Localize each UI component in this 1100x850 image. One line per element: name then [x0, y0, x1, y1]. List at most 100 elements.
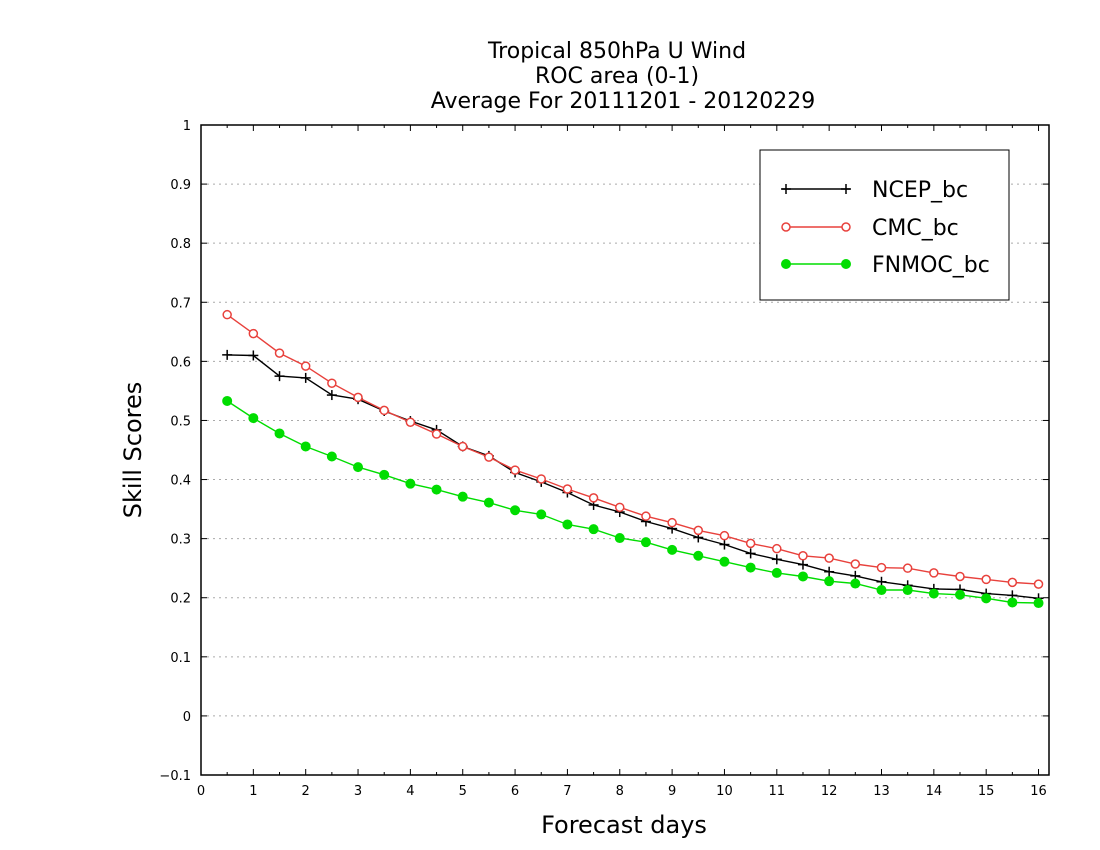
data-point-FNMOC_bc: [326, 451, 337, 462]
x-tick-label: 14: [926, 784, 943, 799]
data-point-FNMOC_bc: [955, 589, 966, 600]
data-point-FNMOC_bc: [1033, 598, 1044, 609]
x-tick-label: 10: [716, 784, 733, 799]
series-FNMOC_bc: [222, 395, 1044, 609]
series-layer: [222, 309, 1044, 609]
data-point-FNMOC_bc: [614, 533, 625, 544]
data-point-CMC_bc: [641, 511, 651, 521]
data-point-FNMOC_bc: [379, 469, 390, 480]
series-line-FNMOC_bc: [226, 400, 1039, 604]
data-point-FNMOC_bc: [536, 509, 547, 520]
y-tick-label: 0.5: [170, 414, 191, 429]
data-point-NCEP_bc: [745, 548, 756, 559]
series-line-CMC_bc: [226, 314, 1039, 585]
data-point-CMC_bc: [876, 562, 887, 573]
data-point-CMC_bc: [981, 574, 991, 585]
x-tick-label: 11: [769, 784, 786, 799]
data-point-FNMOC_bc: [745, 562, 756, 573]
y-tick-label: −0.1: [159, 769, 191, 784]
legend: NCEP_bc CMC_bc FNMOC_bc: [759, 149, 1010, 301]
x-tick-label: 0: [197, 784, 205, 799]
x-tick-label: 7: [563, 784, 571, 799]
x-tick-label: 15: [978, 784, 995, 799]
data-point-CMC_bc: [222, 309, 232, 320]
data-point-FNMOC_bc: [928, 588, 939, 599]
x-tick-label: 13: [873, 784, 890, 799]
data-point-CMC_bc: [536, 474, 546, 484]
data-point-FNMOC_bc: [771, 567, 782, 578]
data-point-NCEP_bc: [326, 390, 337, 401]
data-point-CMC_bc: [667, 517, 677, 528]
x-tick-label: 3: [354, 784, 362, 799]
x-tick-label: 9: [668, 784, 676, 799]
data-point-CMC_bc: [405, 417, 416, 427]
legend-marker: [841, 184, 851, 194]
data-point-FNMOC_bc: [222, 395, 233, 406]
data-point-CMC_bc: [955, 571, 965, 582]
data-point-FNMOC_bc: [353, 462, 364, 473]
data-point-NCEP_bc: [222, 349, 233, 360]
data-point-CMC_bc: [431, 429, 442, 439]
y-tick-label: 0.9: [170, 178, 191, 193]
data-point-CMC_bc: [798, 551, 808, 561]
legend-entries: NCEP_bc CMC_bc FNMOC_bc: [781, 178, 990, 278]
data-point-NCEP_bc: [824, 566, 835, 577]
legend-label: CMC_bc: [872, 216, 959, 241]
plot-frame: [200, 124, 1050, 776]
data-point-FNMOC_bc: [824, 576, 835, 587]
series-CMC_bc: [222, 309, 1044, 589]
data-point-FNMOC_bc: [300, 441, 311, 452]
x-tick-label: 1: [249, 784, 257, 799]
data-point-FNMOC_bc: [902, 585, 913, 596]
legend-entry-CMC_bc: CMC_bc: [781, 216, 959, 241]
x-tick-label: 8: [616, 784, 624, 799]
data-point-FNMOC_bc: [719, 556, 730, 567]
data-point-FNMOC_bc: [1007, 597, 1018, 608]
data-point-CMC_bc: [772, 543, 782, 554]
chart-title-line-1: Tropical 850hPa U Wind: [487, 39, 746, 64]
series-line-NCEP_bc: [227, 354, 1039, 599]
data-point-CMC_bc: [327, 378, 337, 388]
y-tick-label: 0: [183, 710, 191, 725]
legend-entry-NCEP_bc: NCEP_bc: [781, 178, 968, 203]
y-tick-label: 0.3: [170, 533, 191, 548]
data-point-CMC_bc: [929, 568, 939, 578]
data-point-FNMOC_bc: [981, 593, 992, 604]
y-axis-label: Skill Scores: [119, 382, 147, 519]
legend-marker: [781, 222, 791, 232]
data-point-CMC_bc: [300, 361, 311, 371]
y-tick-label: 1: [183, 119, 191, 134]
data-point-CMC_bc: [719, 530, 730, 541]
data-point-CMC_bc: [693, 525, 704, 536]
data-point-FNMOC_bc: [850, 578, 861, 589]
legend-marker: [841, 222, 851, 232]
x-tick-label: 2: [302, 784, 310, 799]
legend-label: FNMOC_bc: [872, 253, 990, 278]
legend-label: NCEP_bc: [872, 178, 968, 203]
x-tick-label: 12: [821, 784, 838, 799]
data-point-FNMOC_bc: [588, 524, 599, 535]
data-point-CMC_bc: [562, 484, 573, 494]
data-point-FNMOC_bc: [483, 497, 494, 508]
data-point-CMC_bc: [824, 553, 834, 563]
legend-marker: [781, 184, 791, 194]
y-tick-label: 0.4: [170, 474, 191, 489]
data-point-NCEP_bc: [771, 554, 782, 565]
data-point-CMC_bc: [615, 502, 625, 513]
data-point-NCEP_bc: [300, 372, 311, 383]
data-point-FNMOC_bc: [248, 413, 259, 424]
data-point-CMC_bc: [1033, 579, 1044, 589]
data-point-CMC_bc: [588, 493, 599, 503]
data-point-FNMOC_bc: [457, 491, 468, 502]
data-point-FNMOC_bc: [405, 478, 416, 489]
x-tick-label: 6: [511, 784, 519, 799]
legend-entry-FNMOC_bc: FNMOC_bc: [781, 253, 990, 278]
legend-box: [759, 149, 1010, 301]
chart-title-line-2: ROC area (0-1): [535, 64, 699, 89]
data-point-NCEP_bc: [719, 539, 730, 550]
data-point-NCEP_bc: [797, 559, 808, 570]
data-point-CMC_bc: [902, 563, 913, 573]
y-tick-label: 0.7: [170, 296, 191, 311]
data-point-CMC_bc: [248, 328, 259, 339]
